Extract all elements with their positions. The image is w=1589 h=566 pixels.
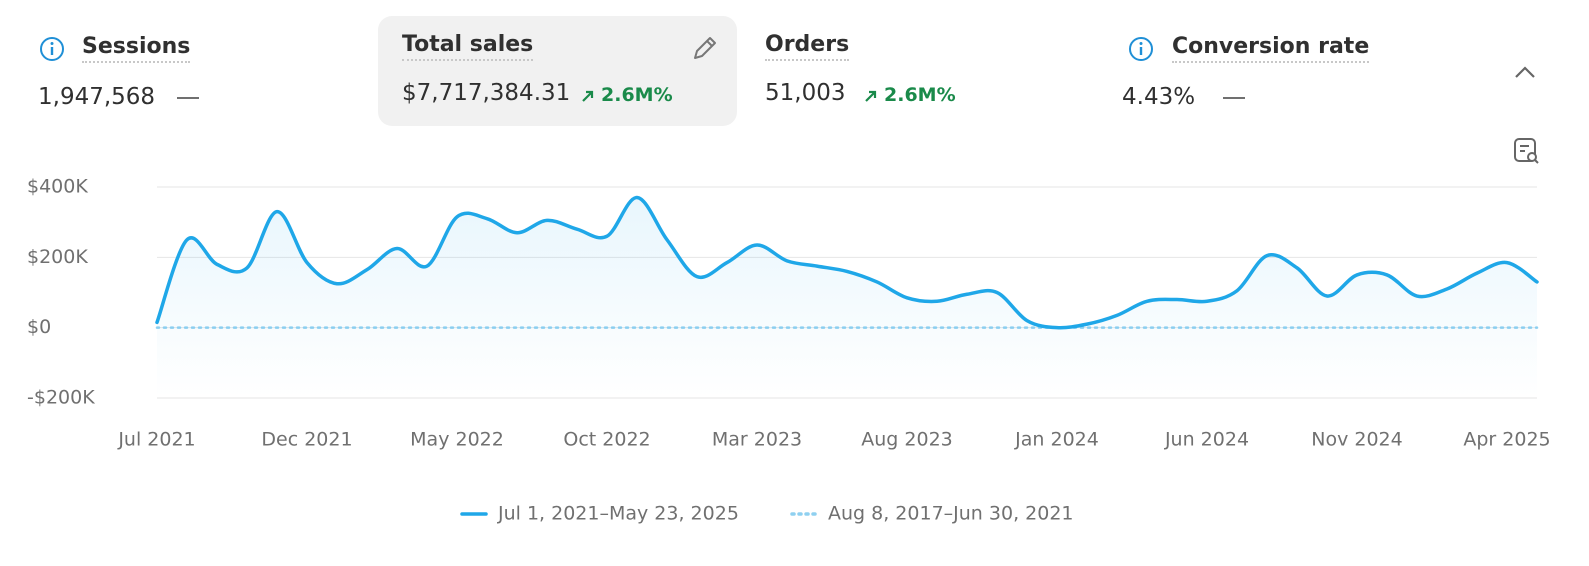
y-tick-label: $400K xyxy=(27,176,88,198)
legend-label: Jul 1, 2021–May 23, 2025 xyxy=(497,503,739,525)
metric-value: $7,717,384.31 xyxy=(402,80,571,106)
metric-change: 2.6M% xyxy=(884,84,956,106)
chart-options-button[interactable] xyxy=(1512,136,1542,166)
y-tick-label: $0 xyxy=(27,316,51,338)
collapse-button[interactable] xyxy=(1513,65,1537,81)
x-tick-label: Oct 2022 xyxy=(563,429,650,451)
up-arrow xyxy=(865,90,877,102)
info-icon[interactable] xyxy=(39,36,65,62)
chart: -$200K $0 $200K $400K Jul 2021 Dec 2021 May 20… xyxy=(27,176,1551,525)
x-tick-label: Jan 2024 xyxy=(1014,429,1099,451)
x-tick-label: Apr 2025 xyxy=(1463,429,1550,451)
metric-title[interactable]: Sessions xyxy=(82,34,191,63)
edit-icon[interactable] xyxy=(690,33,720,63)
no-change-dash xyxy=(1223,97,1245,99)
x-tick-label: Jul 2021 xyxy=(117,429,195,451)
metric-title[interactable]: Total sales xyxy=(402,32,534,61)
x-tick-label: Jun 2024 xyxy=(1164,429,1249,451)
no-change-dash xyxy=(177,97,199,99)
line xyxy=(155,195,1539,330)
metric-value: 1,947,568 xyxy=(38,84,156,110)
y-tick-label: -$200K xyxy=(27,387,95,409)
metric-value: 51,003 xyxy=(765,80,846,106)
x-tick-label: May 2022 xyxy=(410,429,504,451)
metric-title[interactable]: Conversion rate xyxy=(1172,34,1370,63)
y-tick-label: $200K xyxy=(27,246,88,268)
x-tick-label: Nov 2024 xyxy=(1311,429,1402,451)
up-arrow xyxy=(582,90,594,102)
metric-title[interactable]: Orders xyxy=(765,32,850,61)
x-tick-label: Aug 2023 xyxy=(861,429,953,451)
x-tick-label: Dec 2021 xyxy=(261,429,352,451)
metric-value: 4.43% xyxy=(1122,84,1196,110)
metric-change: 2.6M% xyxy=(601,84,673,106)
selected-card[interactable] xyxy=(378,16,737,126)
legend-label: Aug 8, 2017–Jun 30, 2021 xyxy=(828,503,1074,525)
area xyxy=(157,197,1537,398)
info-icon[interactable] xyxy=(1128,36,1154,62)
x-tick-label: Mar 2023 xyxy=(712,429,802,451)
